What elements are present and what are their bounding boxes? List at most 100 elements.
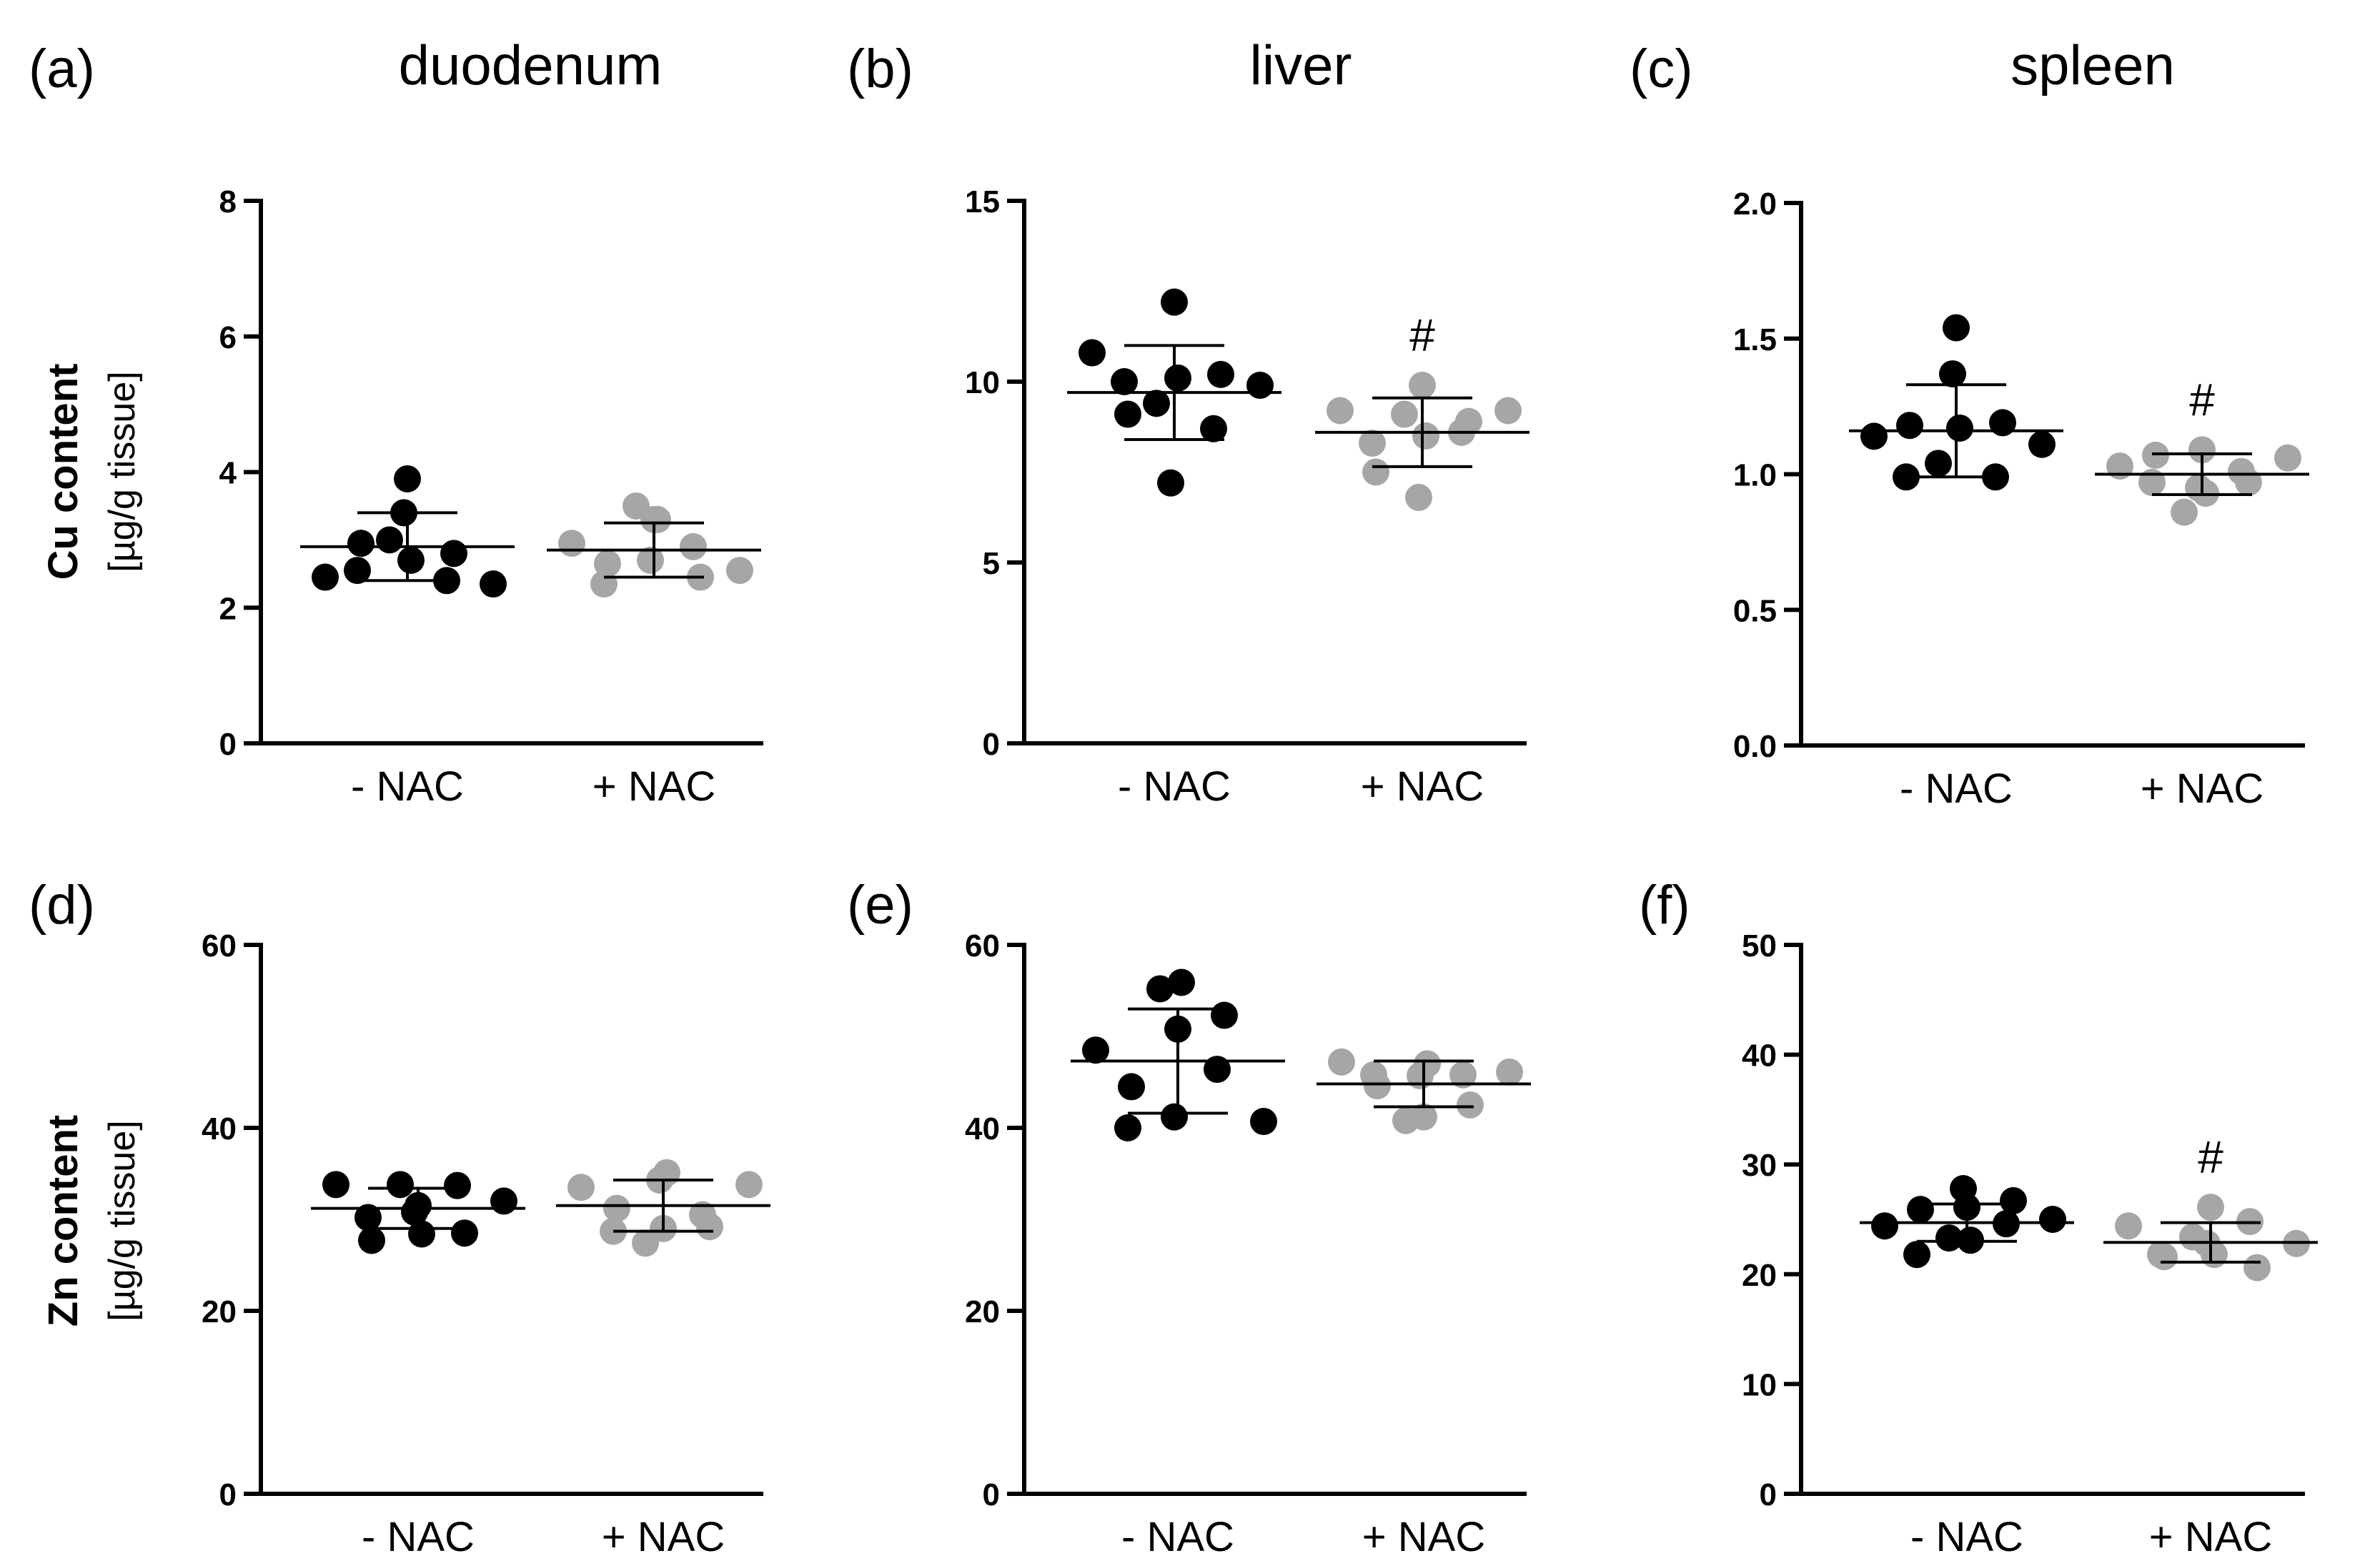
data-point <box>387 1171 414 1199</box>
x-category-label: + NAC <box>2141 765 2264 812</box>
x-category-label: + NAC <box>592 763 715 810</box>
y-tick-label: 6 <box>219 320 237 355</box>
y-tick-label: 60 <box>202 928 237 963</box>
data-point <box>376 526 403 554</box>
data-point <box>1457 1091 1484 1119</box>
data-point <box>1907 1196 1934 1224</box>
data-point <box>397 546 425 574</box>
panel-a-duodenum-cu: (a) 0 2 4 6 8 - NAC + NAC <box>29 39 763 810</box>
data-point <box>2028 430 2056 458</box>
y-tick-label: 0.0 <box>1733 729 1777 764</box>
data-point <box>1364 1072 1391 1100</box>
data-point <box>567 1174 595 1201</box>
data-point <box>1414 1050 1441 1078</box>
y-tick-label: 2.0 <box>1733 187 1777 222</box>
panel-label: (d) <box>29 875 95 936</box>
y-tick-label: 0 <box>219 727 237 762</box>
y-tick-label: 10 <box>965 365 1000 400</box>
data-point <box>1327 397 1354 425</box>
data-point <box>480 570 507 598</box>
data-point <box>1871 1212 1898 1240</box>
data-point <box>603 1194 630 1222</box>
panel-b-liver-cu: (b) 0 5 10 15 - NAC + NAC # <box>847 39 1529 810</box>
y-tick-label: 0 <box>219 1477 237 1512</box>
data-point <box>1939 360 1966 388</box>
data-point <box>2201 1241 2228 1269</box>
data-point <box>1860 422 1888 450</box>
data-point <box>358 1226 385 1254</box>
y-tick-label: 0.5 <box>1733 593 1777 628</box>
y-tick-label: 2 <box>219 591 237 626</box>
x-category-label: - NAC <box>1121 1514 1234 1560</box>
data-point <box>1405 483 1432 511</box>
y-tick-label: 50 <box>1742 928 1777 963</box>
data-point <box>680 532 707 560</box>
data-point <box>1111 368 1138 395</box>
y-tick-label: 1.5 <box>1733 322 1777 357</box>
row-unit-zn: [µg/g tissue] <box>101 1120 143 1321</box>
data-point <box>1409 372 1436 400</box>
data-point <box>1164 364 1191 392</box>
x-category-label: + NAC <box>1362 1514 1485 1560</box>
y-tick-label: 60 <box>965 928 1000 963</box>
significance-marker: # <box>1409 309 1435 361</box>
data-point <box>1079 339 1106 367</box>
data-point <box>451 1219 478 1247</box>
data-point <box>1168 968 1195 996</box>
data-point <box>1118 1073 1145 1101</box>
data-point <box>394 465 421 492</box>
data-point <box>354 1204 382 1232</box>
data-point <box>1161 1103 1188 1131</box>
data-point <box>726 557 753 585</box>
x-category-label: - NAC <box>351 763 464 810</box>
data-point <box>1161 288 1188 316</box>
data-point <box>1412 422 1439 450</box>
y-tick-label: 20 <box>965 1294 1000 1329</box>
data-point <box>2151 1243 2178 1271</box>
panel-f-spleen-zn: (f) 0 10 20 30 40 50 - NAC + NAC # <box>1639 875 2318 1560</box>
data-point <box>1200 415 1227 442</box>
data-point <box>1896 412 1923 440</box>
x-category-label: - NAC <box>1910 1514 2023 1560</box>
data-point <box>2115 1212 2142 1240</box>
y-tick-label: 5 <box>983 546 1000 581</box>
data-point <box>1157 469 1184 497</box>
data-point <box>2171 498 2198 526</box>
data-point <box>653 1159 680 1186</box>
panel-label: (c) <box>1630 39 1693 99</box>
data-point <box>1246 372 1274 400</box>
data-point <box>1114 400 1141 428</box>
data-point <box>2000 1186 2027 1214</box>
x-category-label: - NAC <box>1900 765 2013 812</box>
panel-e-liver-zn: (e) 0 20 40 60 - NAC + NAC <box>847 875 1531 1560</box>
column-title-liver: liver <box>1249 34 1352 96</box>
y-tick-label: 15 <box>965 184 1000 219</box>
data-point <box>1943 314 1970 342</box>
x-category-label: + NAC <box>1361 763 1484 810</box>
data-point <box>1146 975 1174 1003</box>
data-point <box>1359 430 1386 457</box>
panel-label: (a) <box>29 39 95 99</box>
data-point <box>1250 1108 1277 1136</box>
data-point <box>1362 458 1389 486</box>
data-point <box>2274 444 2301 472</box>
data-point <box>322 1171 349 1199</box>
panel-label: (f) <box>1639 875 1690 936</box>
data-point <box>1494 397 1522 425</box>
row-title-zn: Zn content <box>40 1115 86 1327</box>
column-title-spleen: spleen <box>2010 34 2175 96</box>
data-point <box>344 557 371 585</box>
data-point <box>594 550 621 578</box>
data-point <box>1207 360 1234 388</box>
panel-c-spleen-cu: (c) 0.0 0.5 1.0 1.5 2.0 - NAC + NAC # <box>1630 39 2309 812</box>
data-point <box>2243 1254 2271 1282</box>
panel-label: (e) <box>847 875 913 936</box>
data-point <box>644 505 671 533</box>
y-tick-label: 20 <box>202 1294 237 1329</box>
y-tick-label: 0 <box>1760 1477 1777 1512</box>
data-point <box>1410 1103 1437 1131</box>
x-category-label: + NAC <box>2149 1514 2272 1560</box>
significance-marker: # <box>2189 374 2215 425</box>
y-tick-label: 8 <box>219 184 237 219</box>
